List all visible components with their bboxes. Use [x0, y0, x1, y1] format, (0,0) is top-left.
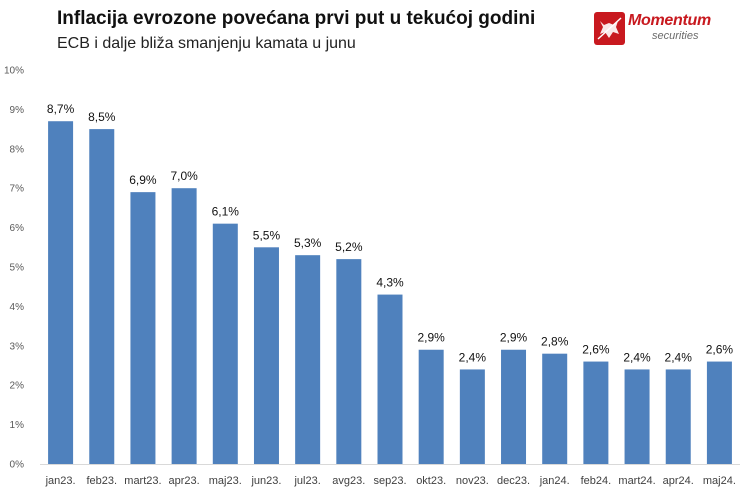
- x-tick-label: maj24.: [703, 475, 736, 487]
- y-tick-label: 3%: [10, 341, 25, 352]
- x-tick-label: jan24.: [539, 475, 570, 487]
- bar: [377, 294, 403, 464]
- chart-title: Inflacija evrozone povećana prvi put u t…: [57, 8, 536, 29]
- bar: [295, 255, 321, 464]
- y-tick-label: 7%: [10, 184, 25, 195]
- x-tick-label: avg23.: [332, 475, 365, 487]
- bar: [48, 121, 74, 464]
- x-tick-label: mart24.: [618, 475, 655, 487]
- y-tick-label: 0%: [10, 460, 25, 471]
- x-tick-label: feb24.: [581, 475, 612, 487]
- data-label: 8,7%: [47, 102, 75, 116]
- data-label: 2,9%: [417, 331, 445, 345]
- bar: [583, 361, 609, 464]
- data-label: 4,3%: [376, 276, 404, 290]
- bar: [542, 353, 568, 464]
- y-tick-label: 9%: [10, 105, 25, 116]
- x-tick-label: apr23.: [169, 475, 200, 487]
- x-tick-label: mart23.: [124, 475, 161, 487]
- x-tick-label: feb23.: [86, 475, 117, 487]
- y-tick-label: 4%: [10, 302, 25, 313]
- bar: [418, 349, 444, 464]
- bar: [459, 369, 485, 464]
- bar: [212, 223, 238, 464]
- data-label: 6,9%: [129, 173, 157, 187]
- data-label: 2,9%: [500, 331, 528, 345]
- bar: [501, 349, 527, 464]
- x-tick-label: okt23.: [416, 475, 446, 487]
- x-tick-label: jun23.: [250, 475, 281, 487]
- data-label: 2,6%: [582, 343, 610, 357]
- data-label: 2,4%: [623, 350, 651, 364]
- bull-icon: [594, 12, 625, 45]
- logo-name: Momentum: [628, 12, 711, 29]
- x-tick-label: apr24.: [663, 475, 694, 487]
- x-tick-label: dec23.: [497, 475, 530, 487]
- x-tick-label: jan23.: [45, 475, 76, 487]
- bar: [336, 259, 362, 464]
- data-label: 5,3%: [294, 236, 322, 250]
- data-label: 5,2%: [335, 240, 363, 254]
- momentum-logo: Momentum securities: [594, 10, 734, 50]
- y-tick-label: 6%: [10, 223, 25, 234]
- x-tick-label: sep23.: [373, 475, 406, 487]
- data-label: 2,8%: [541, 335, 569, 349]
- data-label: 2,4%: [665, 350, 693, 364]
- bar: [665, 369, 691, 464]
- bar: [706, 361, 732, 464]
- y-tick-label: 10%: [4, 66, 24, 77]
- y-tick-label: 2%: [10, 381, 25, 392]
- chart-subtitle: ECB i dalje bliža smanjenju kamata u jun…: [57, 35, 356, 52]
- bar: [89, 129, 115, 464]
- y-tick-label: 1%: [10, 420, 25, 431]
- data-label: 5,5%: [253, 228, 281, 242]
- y-tick-label: 8%: [10, 144, 25, 155]
- data-label: 2,6%: [706, 343, 734, 357]
- bar: [171, 188, 197, 464]
- data-label: 2,4%: [459, 350, 487, 364]
- bar: [130, 192, 156, 464]
- y-tick-label: 5%: [10, 263, 25, 274]
- x-tick-label: jul23.: [293, 475, 320, 487]
- data-label: 7,0%: [170, 169, 198, 183]
- bar: [253, 247, 279, 464]
- x-tick-label: maj23.: [209, 475, 242, 487]
- logo-sub: securities: [652, 30, 699, 42]
- x-tick-label: nov23.: [456, 475, 489, 487]
- bar: [624, 369, 650, 464]
- data-label: 8,5%: [88, 110, 116, 124]
- data-label: 6,1%: [212, 205, 240, 219]
